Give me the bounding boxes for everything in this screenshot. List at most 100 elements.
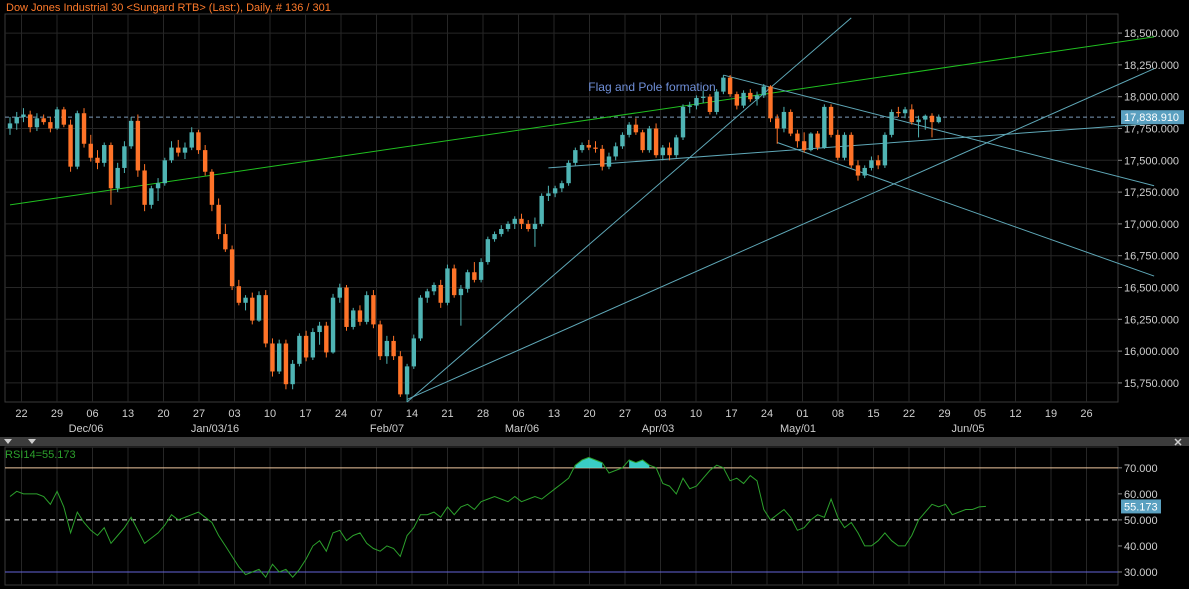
candle-up[interactable]: [478, 258, 484, 283]
pane-separator[interactable]: [0, 437, 1189, 446]
collapse-arrow-icon[interactable]: [28, 439, 36, 444]
candle-up[interactable]: [674, 134, 679, 158]
candle-up[interactable]: [445, 264, 450, 306]
candle-up[interactable]: [680, 104, 686, 140]
candle-up[interactable]: [492, 231, 497, 242]
candle-up[interactable]: [660, 145, 666, 161]
candle-down[interactable]: [398, 351, 403, 397]
candle-up[interactable]: [573, 147, 578, 166]
candle-up[interactable]: [499, 225, 504, 237]
trendline-long-uptrend[interactable]: [9, 36, 1155, 206]
candle-up[interactable]: [351, 307, 356, 330]
candle-down[interactable]: [229, 245, 235, 291]
candle-down[interactable]: [929, 113, 935, 138]
candle-down[interactable]: [727, 75, 733, 97]
candle-down[interactable]: [250, 292, 255, 325]
close-icon[interactable]: [1174, 438, 1182, 446]
candle-up[interactable]: [552, 185, 558, 198]
candle-down[interactable]: [61, 106, 67, 128]
candle-down[interactable]: [236, 279, 242, 306]
candle-up[interactable]: [404, 363, 410, 402]
candle-up[interactable]: [162, 157, 167, 186]
candle-up[interactable]: [34, 113, 40, 132]
rsi-series-line[interactable]: [9, 456, 986, 579]
candle-down[interactable]: [324, 321, 329, 358]
candle-up[interactable]: [842, 132, 847, 161]
candle-down[interactable]: [600, 145, 605, 171]
candle-down[interactable]: [209, 169, 215, 212]
candle-up[interactable]: [465, 269, 470, 293]
candle-down[interactable]: [896, 106, 901, 118]
candle-down[interactable]: [633, 118, 639, 135]
candle-up[interactable]: [869, 156, 874, 171]
candle-down[interactable]: [357, 305, 363, 326]
candle-down[interactable]: [377, 320, 383, 361]
candle-up[interactable]: [458, 284, 464, 326]
candle-down[interactable]: [68, 119, 73, 172]
candle-down[interactable]: [223, 223, 228, 252]
candle-up[interactable]: [532, 217, 538, 247]
candle-up[interactable]: [512, 216, 517, 229]
candle-down[interactable]: [801, 132, 807, 153]
candle-down[interactable]: [438, 279, 443, 308]
candle-down[interactable]: [283, 339, 289, 390]
candle-up[interactable]: [411, 334, 416, 369]
candle-up[interactable]: [902, 106, 908, 119]
candle-up[interactable]: [505, 221, 511, 232]
rsi-chart[interactable]: 30.000 40.000 50.000 60.000 70.000 RSI14=55.1…: [0, 437, 1189, 589]
candle-down[interactable]: [344, 284, 349, 331]
candle-down[interactable]: [640, 129, 645, 153]
candle-down[interactable]: [270, 338, 275, 377]
candle-down[interactable]: [788, 109, 793, 137]
candle-down[interactable]: [775, 114, 780, 144]
candle-up[interactable]: [330, 293, 336, 354]
candle-down[interactable]: [88, 134, 93, 162]
candle-up[interactable]: [14, 111, 19, 130]
candle-down[interactable]: [95, 150, 100, 170]
candle-up[interactable]: [337, 283, 342, 303]
candle-up[interactable]: [741, 90, 746, 109]
candle-up[interactable]: [54, 106, 60, 130]
candle-down[interactable]: [849, 132, 854, 168]
candle-down[interactable]: [828, 104, 834, 138]
candle-down[interactable]: [391, 335, 396, 361]
candle-up[interactable]: [539, 193, 544, 227]
candle-up[interactable]: [754, 91, 760, 106]
candle-up[interactable]: [579, 142, 585, 153]
candle-up[interactable]: [936, 114, 941, 124]
candle-down[interactable]: [371, 290, 376, 329]
candle-up[interactable]: [714, 89, 719, 115]
candle-up[interactable]: [923, 114, 928, 130]
candle-up[interactable]: [431, 282, 437, 296]
candle-down[interactable]: [707, 94, 713, 115]
candle-up[interactable]: [102, 142, 107, 167]
candle-up[interactable]: [243, 295, 248, 311]
candle-up[interactable]: [694, 95, 699, 110]
candle-down[interactable]: [835, 129, 840, 161]
candle-down[interactable]: [451, 264, 457, 298]
candle-up[interactable]: [559, 180, 565, 193]
candle-down[interactable]: [176, 139, 181, 157]
candle-up[interactable]: [418, 295, 423, 341]
candle-down[interactable]: [472, 262, 477, 283]
candle-down[interactable]: [875, 155, 881, 170]
candle-down[interactable]: [855, 160, 861, 181]
candle-up[interactable]: [647, 125, 652, 153]
candle-up[interactable]: [115, 162, 120, 193]
candle-up[interactable]: [149, 185, 154, 209]
collapse-arrow-icon[interactable]: [4, 439, 12, 444]
candle-up[interactable]: [808, 132, 814, 152]
candle-up[interactable]: [822, 104, 827, 149]
candle-down[interactable]: [526, 220, 531, 232]
candle-up[interactable]: [700, 90, 706, 104]
trendline-support-line[interactable]: [406, 68, 1155, 400]
candle-up[interactable]: [189, 127, 194, 151]
candle-up[interactable]: [485, 236, 491, 265]
candle-up[interactable]: [546, 185, 551, 202]
candle-up[interactable]: [889, 109, 894, 138]
candle-down[interactable]: [593, 141, 598, 153]
candle-up[interactable]: [721, 75, 726, 95]
candle-down[interactable]: [586, 139, 591, 151]
candle-down[interactable]: [196, 129, 201, 154]
candle-down[interactable]: [108, 142, 114, 205]
